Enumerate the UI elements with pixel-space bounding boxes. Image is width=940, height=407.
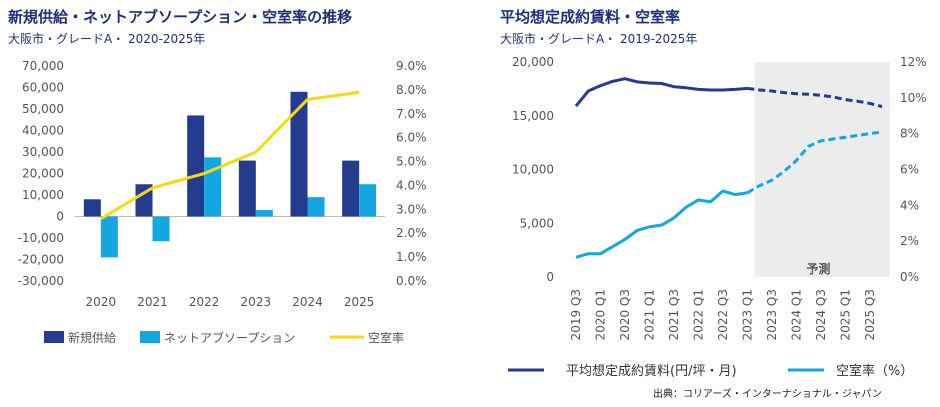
x-tick-label: 2022 — [189, 295, 220, 309]
bar-absorption — [152, 216, 170, 242]
y-tick-label: -10,000 — [18, 231, 64, 245]
x-tick-label: 2023 — [241, 295, 272, 309]
y2-tick-label: 8.0% — [396, 83, 427, 97]
vacancy-line-forecast — [746, 130, 883, 195]
bar-absorption — [359, 184, 377, 217]
vacancy-line — [100, 90, 360, 221]
bar-absorption — [307, 197, 325, 217]
y2-tick-label: 5.0% — [396, 155, 427, 169]
bar-absorption — [100, 216, 118, 258]
y2-tick-label: 6.0% — [396, 131, 427, 145]
y2-tick-label: 8% — [900, 127, 919, 141]
y-tick-label: 15,000 — [512, 109, 554, 123]
left-chart: 70,000 60,000 50,000 40,000 30,000 20,000 10,0… — [18, 59, 427, 345]
legend-label: ネットアブソープション — [164, 330, 295, 345]
y-tick-label: 10,000 — [512, 163, 554, 177]
y-tick-label: -30,000 — [18, 274, 64, 288]
bar-absorption — [255, 210, 273, 217]
x-tick-label: 2020 — [86, 295, 117, 309]
y2-tick-label: 10% — [900, 91, 927, 105]
x-tick-label: 2022 Q3 — [716, 289, 730, 340]
legend-label: 平均想定成約賃料(円/坪・月) — [566, 363, 737, 379]
x-tick-label: 2024 Q3 — [814, 289, 828, 340]
x-tick-label: 2025 Q1 — [838, 289, 852, 340]
x-tick-label: 2021 Q3 — [667, 289, 681, 340]
x-tick-label: 2025 Q3 — [863, 289, 877, 340]
x-tick-label: 2023 Q3 — [765, 289, 779, 340]
forecast-band — [754, 62, 890, 277]
x-tick-label: 2024 Q1 — [789, 289, 803, 340]
bar-supply — [187, 115, 205, 217]
y2-tick-label: 4% — [900, 198, 919, 212]
y2-tick-label: 0.0% — [396, 274, 427, 288]
y-tick-label: 20,000 — [22, 167, 64, 181]
y-tick-label: 70,000 — [22, 59, 64, 73]
x-tick-label: 2021 Q1 — [642, 289, 656, 340]
y2-tick-label: 4.0% — [396, 178, 427, 192]
x-tick-label: 2022 Q1 — [691, 289, 705, 340]
x-tick-label: 2025 — [344, 295, 375, 309]
vacancy-line-actual — [575, 189, 748, 259]
y2-tick-label: 9.0% — [396, 59, 427, 73]
x-tick-label: 2024 — [292, 295, 323, 309]
rent-line-forecast — [747, 86, 883, 109]
y2-tick-label: 2% — [900, 234, 919, 248]
legend-label: 空室率 — [368, 330, 404, 345]
bar-supply — [238, 160, 256, 217]
x-tick-label: 2020 Q3 — [618, 289, 632, 340]
bar-supply — [135, 184, 153, 217]
x-tick-label: 2019 Q3 — [569, 289, 583, 340]
y2-tick-label: 6% — [900, 163, 919, 177]
rent-line-actual — [574, 77, 748, 108]
y-tick-label: 30,000 — [22, 145, 64, 159]
forecast-label: 予測 — [806, 261, 830, 276]
y-tick-label: 0 — [56, 210, 64, 224]
legend-label: 空室率（%） — [836, 363, 913, 379]
legend-swatch — [140, 331, 160, 343]
right-chart-subtitle: 大阪市・グレードA・ 2019-2025年 — [500, 32, 698, 46]
y-tick-label: 5,000 — [520, 216, 554, 230]
y-tick-label: 10,000 — [22, 188, 64, 202]
y-tick-label: 0 — [546, 270, 554, 284]
y-tick-label: 50,000 — [22, 102, 64, 116]
y2-tick-label: 3.0% — [396, 202, 427, 216]
y2-tick-label: 2.0% — [396, 226, 427, 240]
y2-tick-label: 0% — [900, 270, 919, 284]
y-tick-label: 20,000 — [512, 55, 554, 69]
bar-supply — [290, 91, 308, 217]
y-tick-label: 60,000 — [22, 81, 64, 95]
y2-tick-label: 7.0% — [396, 107, 427, 121]
y-tick-label: -20,000 — [18, 253, 64, 267]
left-chart-title: 新規供給・ネットアブソープション・空室率の推移 — [8, 8, 353, 26]
legend-label: 新規供給 — [68, 330, 116, 345]
y2-tick-label: 1.0% — [396, 250, 427, 264]
legend-swatch — [44, 331, 64, 343]
right-chart: 予測 20,000 15,000 10,000 5,000 0 12% 10% 8% 6% 4% 2%… — [508, 55, 927, 379]
y2-tick-label: 12% — [900, 55, 927, 69]
x-tick-label: 2023 Q1 — [740, 289, 754, 340]
x-tick-label: 2020 Q1 — [593, 289, 607, 340]
bar-supply — [83, 199, 101, 217]
right-chart-title: 平均想定成約賃料・空室率 — [500, 8, 681, 26]
y-tick-label: 40,000 — [22, 124, 64, 138]
source-note: 出典：コリアーズ・インターナショナル・ジャパン — [653, 389, 882, 400]
x-tick-label: 2021 — [137, 295, 168, 309]
left-chart-subtitle: 大阪市・グレードA・ 2020-2025年 — [8, 32, 206, 46]
bar-supply — [342, 160, 360, 217]
